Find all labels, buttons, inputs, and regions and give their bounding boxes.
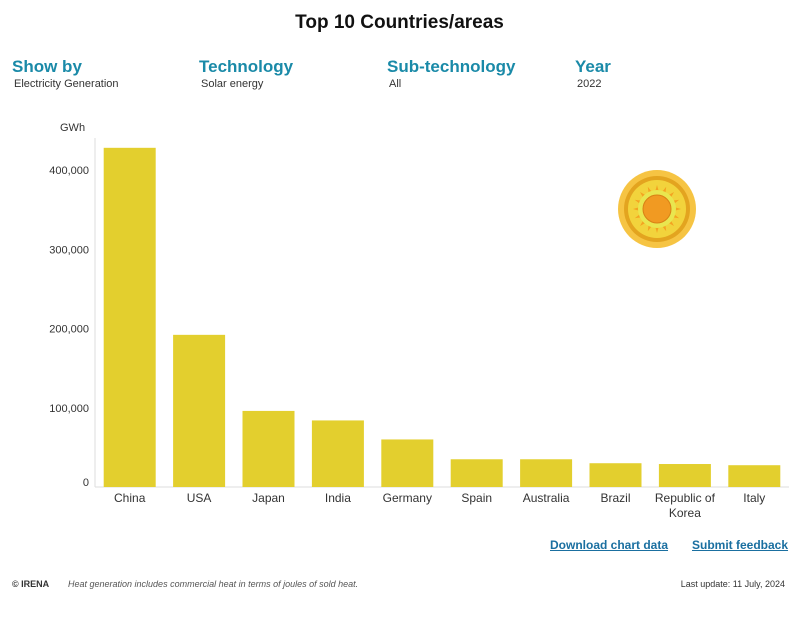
filter-technology-value: Solar energy — [201, 78, 264, 90]
filter-year-label: Year — [575, 57, 611, 76]
x-tick-label: Republic of — [655, 491, 716, 505]
x-tick-label: China — [114, 491, 146, 505]
filter-year[interactable]: Year 2022 — [575, 57, 611, 91]
x-tick-label: India — [325, 491, 351, 505]
filter-show-by-value: Electricity Generation — [14, 78, 119, 90]
bar-spain[interactable] — [450, 459, 503, 487]
bar-india[interactable] — [311, 420, 364, 487]
filter-year-value: 2022 — [577, 78, 602, 90]
bar-australia[interactable] — [520, 459, 573, 487]
filter-show-by-label: Show by — [12, 57, 82, 76]
filter-technology-label: Technology — [199, 57, 294, 76]
filter-sub-technology-label: Sub-technology — [387, 57, 516, 76]
filter-sub-technology[interactable]: Sub-technology All — [387, 57, 515, 91]
x-tick-label: Italy — [743, 491, 765, 505]
filter-sub-technology-value: All — [389, 78, 402, 90]
y-axis-label: GWh — [60, 122, 85, 134]
bar-republic-of-korea[interactable] — [658, 464, 711, 487]
x-tick-label: Germany — [383, 491, 432, 505]
copyright: © IRENA — [12, 579, 50, 589]
last-update: Last update: 11 July, 2024 — [680, 579, 785, 589]
y-tick-label: 100,000 — [49, 403, 89, 415]
bar-china[interactable] — [103, 147, 156, 487]
y-tick-label: 400,000 — [49, 165, 89, 177]
bar-germany[interactable] — [381, 439, 434, 487]
sun-icon — [618, 170, 696, 248]
submit-feedback-link[interactable]: Submit feedback — [692, 538, 789, 552]
x-tick-label: USA — [187, 491, 212, 505]
x-tick-label: Spain — [461, 491, 492, 505]
download-chart-data-link[interactable]: Download chart data — [550, 538, 669, 552]
x-tick-label: Brazil — [600, 491, 630, 505]
y-tick-label: 0 — [83, 477, 89, 489]
bar-usa[interactable] — [173, 334, 226, 487]
footnote: Heat generation includes commercial heat… — [68, 579, 359, 589]
x-tick-label: Australia — [523, 491, 570, 505]
bar-chart: GWh 0 100,000 200,000 300,000 400,000 China U… — [49, 122, 789, 520]
x-tick-label: Korea — [669, 506, 701, 520]
chart-title: Top 10 Countries/areas — [295, 12, 504, 33]
x-tick-label: Japan — [252, 491, 285, 505]
bar-italy[interactable] — [728, 465, 781, 487]
filter-technology[interactable]: Technology Solar energy — [199, 57, 293, 91]
y-tick-label: 200,000 — [49, 324, 89, 336]
filter-show-by[interactable]: Show by Electricity Generation — [12, 57, 119, 91]
y-tick-label: 300,000 — [49, 244, 89, 256]
bar-japan[interactable] — [242, 410, 295, 487]
bar-brazil[interactable] — [589, 463, 642, 487]
